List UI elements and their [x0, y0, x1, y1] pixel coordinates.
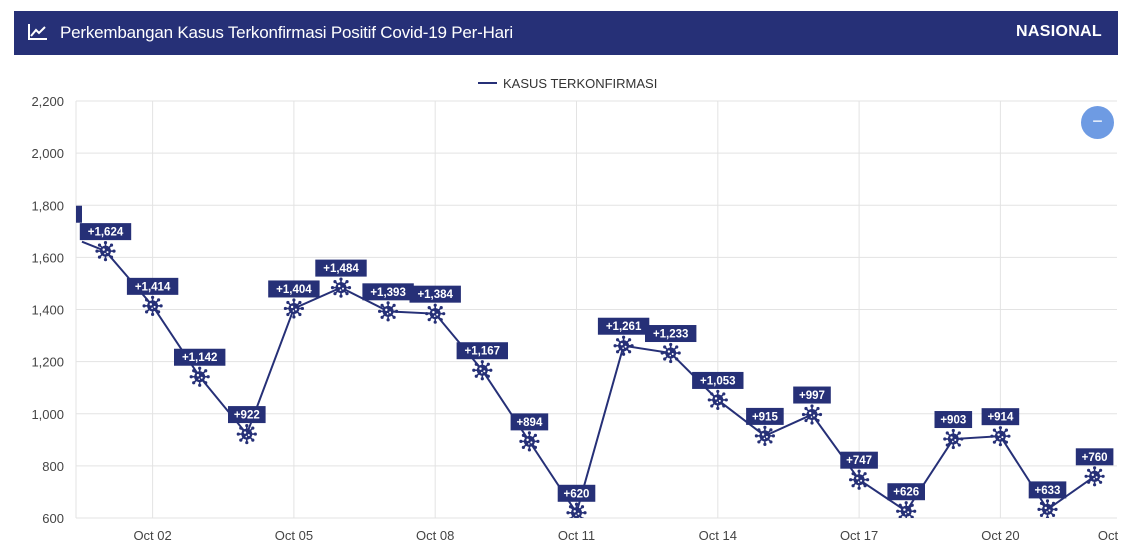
- y-tick-label: 1,200: [31, 355, 64, 370]
- data-label-bg: [510, 413, 549, 431]
- line-chart-icon: [28, 24, 47, 40]
- virus-icon: [660, 342, 681, 364]
- virus-icon: [754, 425, 775, 447]
- x-tick-label: Oct 20: [981, 528, 1019, 543]
- y-tick-label: 1,600: [31, 250, 64, 265]
- data-label: +760: [1082, 452, 1108, 464]
- data-label-bg: [409, 285, 461, 303]
- zoom-out-button[interactable]: −: [1081, 106, 1114, 139]
- legend-label: KASUS TERKONFIRMASI: [503, 76, 657, 91]
- virus-icon: [519, 431, 540, 452]
- virus-icon: [142, 295, 163, 316]
- data-label: +997: [799, 390, 825, 402]
- x-tick-label: Oct 17: [840, 528, 878, 543]
- virus-icon: [990, 426, 1011, 447]
- data-label: +620: [564, 488, 590, 500]
- data-label-bg: [315, 259, 367, 277]
- data-label: +922: [234, 410, 260, 422]
- y-tick-label: 1,000: [31, 407, 64, 422]
- virus-icon: [236, 423, 257, 445]
- region-label: NASIONAL: [1016, 23, 1102, 40]
- y-tick-label: 2,000: [31, 146, 64, 161]
- data-label: +626: [893, 487, 919, 499]
- chart-title: Perkembangan Kasus Terkonfirmasi Positif…: [60, 23, 513, 42]
- data-label-bg: [840, 451, 878, 469]
- data-label-bg: [268, 280, 320, 298]
- virus-icon: [566, 502, 587, 518]
- data-label: +1,393: [370, 287, 406, 299]
- virus-icon: [95, 241, 116, 262]
- virus-icon: [189, 366, 210, 387]
- data-label: +1,142: [182, 352, 218, 364]
- x-tick-label: Oct 02: [133, 528, 171, 543]
- data-label-bg: [645, 325, 697, 343]
- x-tick-label: Oct 05: [275, 528, 313, 543]
- data-label: +747: [846, 455, 872, 467]
- chart-header: Perkembangan Kasus Terkonfirmasi Positif…: [14, 11, 1118, 55]
- data-label-bg: [981, 408, 1020, 426]
- data-label: +894: [516, 417, 543, 429]
- y-tick-label: 1,800: [31, 198, 64, 213]
- data-label-bg: [746, 407, 784, 425]
- data-label: +1,261: [606, 321, 642, 333]
- y-tick-label: 1,400: [31, 303, 64, 318]
- data-label: +1,053: [700, 375, 736, 387]
- data-label: +633: [1035, 485, 1061, 497]
- virus-icon: [707, 389, 728, 411]
- data-label: +1,624: [88, 227, 124, 239]
- data-label-bg: [692, 371, 744, 389]
- data-label: +903: [940, 415, 966, 427]
- legend: KASUS TERKONFIRMASI: [478, 76, 657, 91]
- data-label-bg: [228, 406, 266, 424]
- virus-icon: [378, 301, 399, 322]
- virus-icon: [330, 277, 352, 298]
- data-label-bg: [597, 317, 650, 335]
- data-label-bg: [1075, 448, 1114, 466]
- series-line: [81, 240, 1096, 516]
- x-tick-label: Oct 08: [416, 528, 454, 543]
- y-tick-label: 800: [42, 459, 64, 474]
- virus-icon: [283, 298, 304, 319]
- virus-icon: [1037, 499, 1058, 518]
- virus-icon: [1084, 466, 1105, 487]
- virus-icon: [801, 404, 823, 425]
- data-label: +915: [752, 411, 779, 423]
- x-tick-label: Oct: [1098, 528, 1119, 543]
- data-label-bg: [79, 223, 132, 241]
- y-tick-label: 600: [42, 511, 64, 526]
- virus-icon: [896, 501, 917, 518]
- data-label-bg: [456, 342, 508, 360]
- data-label-bg: [76, 205, 82, 223]
- data-label: +1,167: [465, 346, 501, 358]
- data-label-bg: [934, 411, 973, 429]
- y-tick-label: 2,200: [31, 94, 64, 109]
- virus-icon: [472, 360, 493, 381]
- data-label-bg: [362, 283, 414, 301]
- data-label-bg: [126, 277, 179, 295]
- data-label: +1,233: [653, 329, 689, 341]
- data-label-bg: [174, 348, 226, 366]
- x-tick-label: Oct 11: [558, 528, 595, 543]
- data-label-bg: [557, 484, 596, 502]
- virus-icon: [943, 428, 964, 450]
- data-label: +1,414: [135, 281, 171, 293]
- virus-icon: [425, 303, 446, 324]
- data-label: +1,484: [323, 263, 359, 275]
- data-label: +1,404: [276, 284, 312, 296]
- data-label-bg: [1028, 481, 1067, 499]
- data-label: +914: [987, 412, 1014, 424]
- x-tick-label: Oct 14: [699, 528, 737, 543]
- data-label-bg: [793, 386, 831, 404]
- virus-icon: [849, 469, 870, 490]
- data-label: +1,384: [417, 289, 453, 301]
- virus-icon: [613, 335, 634, 356]
- data-label-bg: [887, 483, 925, 501]
